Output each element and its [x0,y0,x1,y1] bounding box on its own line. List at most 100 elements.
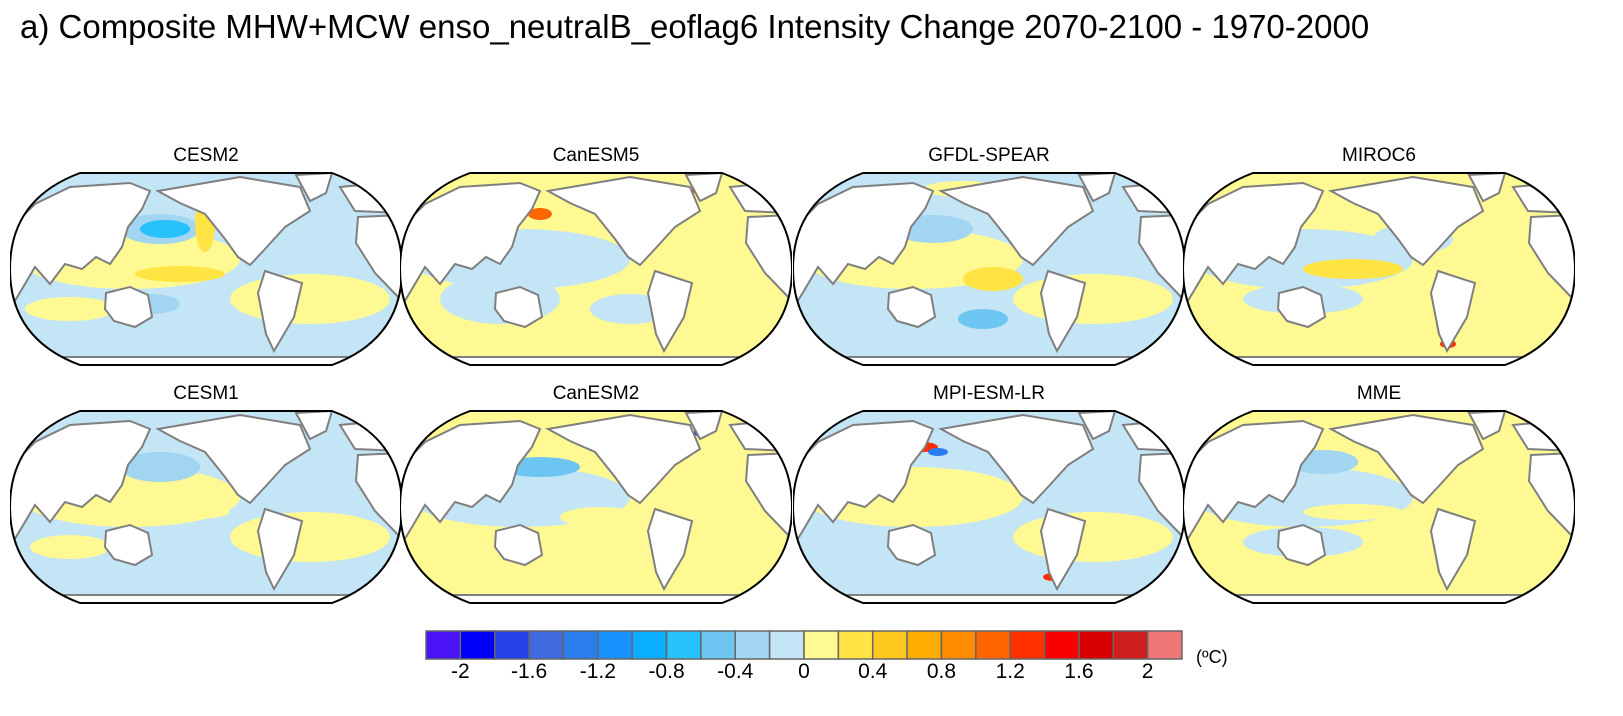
map [400,410,792,604]
land [937,175,1095,267]
colorbar-tick-label: 0.4 [858,660,888,683]
land [1183,419,1325,551]
map-panel: CanESM2 [400,381,792,607]
colorbar-tick-label: -2 [451,660,470,683]
land [256,269,304,354]
colorbar-box [837,630,874,660]
colorbar-box [1078,630,1115,660]
anomaly-region [958,309,1008,329]
map-outline [10,172,402,366]
anomaly-region [120,452,200,482]
land [793,181,935,313]
panel-title: CESM2 [173,145,239,166]
colorbar-tick-label: -1.6 [510,660,548,683]
anomaly-region [140,220,190,238]
map-outline [400,172,792,366]
colorbar-box [871,630,908,660]
colorbar-tick-label: 0.8 [926,660,957,683]
land [646,507,694,592]
colorbar-tick-label: 2 [1141,660,1154,683]
map-panel: MME [1183,381,1575,607]
colorbar-box [1043,630,1080,660]
land [256,507,304,592]
map [793,172,1185,366]
colorbar-box [975,630,1011,660]
land [1039,507,1087,592]
colorbar-box [700,630,737,660]
map-panel: MIROC6 [1183,143,1575,369]
anomaly-region [130,504,230,520]
anomaly-region [963,267,1023,291]
land [1429,269,1477,354]
colorbar-tick-label: -0.8 [648,660,685,683]
map-outline [793,172,1185,366]
land [154,413,312,505]
map-panel: CESM1 [10,381,402,607]
anomaly-region [928,448,948,456]
land [400,356,792,365]
anomaly-region [1303,259,1403,279]
map-outline [1183,410,1575,604]
colorbar-box [425,630,462,660]
anomaly-region [1303,504,1403,520]
panel-title: CESM1 [173,383,239,404]
colorbar-tick-label: -0.4 [717,660,754,683]
land [793,356,1185,365]
map [10,410,402,604]
land [1276,285,1327,329]
land [1183,181,1325,313]
land [886,523,937,567]
panel-title: CanESM2 [552,383,640,404]
panel-title: CanESM5 [552,145,640,166]
map-outline [10,410,402,604]
colorbar-box [665,630,702,660]
colorbar-box [906,630,943,660]
panel-title: MME [1356,383,1402,404]
map [1183,410,1575,604]
map-outline [793,410,1185,604]
colorbar-box [562,630,599,660]
land [1327,413,1485,505]
land [400,419,542,551]
land [1276,523,1327,567]
map-panel: CESM2 [10,143,402,369]
colorbar-tick-label: 1.2 [995,660,1025,683]
map [10,172,402,366]
land [544,413,702,505]
land [10,419,152,551]
anomaly-region [560,507,640,527]
colorbar-box [940,630,977,660]
map [1183,172,1575,366]
land [793,419,935,551]
land [793,594,1185,603]
map-outline [1183,172,1575,366]
land [886,285,937,329]
land [1183,594,1575,603]
land [400,594,792,603]
land [646,269,694,354]
land [10,356,402,365]
panel-title: GFDL-SPEAR [928,145,1050,166]
land [10,594,402,603]
colorbar-box [597,630,633,660]
anomaly-region [528,208,552,220]
land [544,175,702,267]
map-outline [400,410,792,604]
land [103,523,154,567]
colorbar-tick-label: 1.6 [1064,660,1094,683]
land [493,285,544,329]
land [103,285,154,329]
map [400,172,792,366]
colorbar-box [768,630,805,660]
map-panel: GFDL-SPEAR [793,143,1185,369]
colorbar-box [1146,630,1183,660]
land [1183,356,1575,365]
panel-title: MPI-ESM-LR [933,383,1045,404]
map-panel: CanESM5 [400,143,792,369]
land [1327,175,1485,267]
colorbar-unit: (ºC) [1196,647,1228,667]
colorbar-box [459,630,496,660]
colorbar-box [631,630,668,660]
map-panel: MPI-ESM-LR [793,381,1185,607]
map [793,410,1185,604]
